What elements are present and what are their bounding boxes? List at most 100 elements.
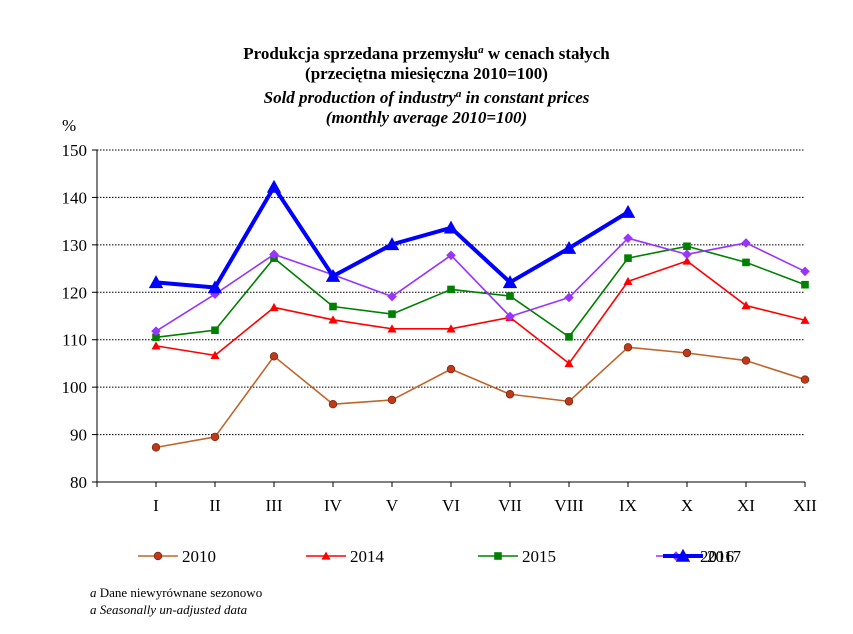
- data-point: [387, 291, 397, 302]
- x-tick-label: VIII: [554, 496, 584, 515]
- series-line-2016: [155, 237, 806, 332]
- title-pl: Produkcja sprzedana przemysłua w cenach …: [243, 44, 610, 63]
- data-point: [151, 326, 161, 336]
- series-2015: [152, 242, 809, 342]
- y-tick-label: 110: [62, 331, 87, 350]
- series-line-2014: [155, 260, 806, 365]
- data-point: [564, 358, 574, 368]
- data-point: [153, 551, 163, 561]
- y-tick-label: 140: [62, 188, 88, 207]
- footnote-pl: a Dane niewyrównane sezonowo: [90, 585, 263, 600]
- data-point: [800, 266, 810, 277]
- x-tick-label: VI: [442, 496, 460, 515]
- title-en: Sold production of industrya in constant…: [263, 88, 590, 107]
- series-2017: [148, 179, 636, 294]
- data-point: [505, 311, 515, 322]
- x-tick-labels: I II III IV V VI VII VIII IX X XI XII: [153, 496, 817, 515]
- legend-label: 2016: [700, 547, 734, 566]
- data-point: [269, 302, 279, 312]
- data-point: [329, 302, 337, 311]
- data-point: [384, 237, 400, 251]
- legend-item-2017: 2017: [663, 547, 742, 566]
- data-point: [447, 285, 455, 294]
- series-2010: [151, 343, 810, 452]
- data-point: [321, 551, 331, 560]
- data-point: [328, 315, 338, 324]
- y-tick-label: 130: [62, 236, 88, 255]
- data-point: [446, 364, 456, 374]
- data-point: [623, 276, 633, 286]
- data-point: [266, 179, 282, 193]
- data-point: [800, 375, 810, 384]
- legend-item-2015: 2015: [478, 547, 556, 566]
- data-point: [565, 333, 573, 341]
- data-point: [207, 280, 223, 294]
- axes: [92, 149, 806, 487]
- x-tick-label: IX: [619, 496, 637, 515]
- x-tick-label: IV: [324, 496, 343, 515]
- x-tick-label: XI: [737, 496, 755, 515]
- data-point: [675, 548, 691, 562]
- legend-label: 2014: [350, 547, 385, 566]
- data-point: [269, 352, 279, 361]
- data-point: [682, 249, 692, 260]
- data-point: [269, 249, 279, 260]
- data-point: [151, 443, 161, 452]
- legend-label: 2015: [522, 547, 556, 566]
- data-point: [741, 301, 751, 310]
- series-group: [148, 179, 810, 452]
- y-tick-label: 100: [62, 378, 88, 397]
- legend-label: 2017: [707, 547, 742, 566]
- legend-item-2014: 2014: [306, 547, 385, 566]
- data-point: [564, 397, 574, 406]
- data-point: [387, 395, 397, 405]
- footnote-en: a Seasonally un-adjusted data: [90, 602, 248, 617]
- x-tick-label: V: [386, 496, 399, 515]
- data-point: [741, 356, 751, 365]
- data-point: [683, 242, 691, 251]
- legend-item-2010: 2010: [138, 547, 216, 566]
- data-point: [623, 233, 633, 244]
- data-point: [742, 258, 750, 267]
- data-point: [211, 326, 219, 335]
- y-tick-label: 120: [62, 283, 88, 302]
- data-point: [210, 289, 220, 299]
- data-point: [210, 350, 220, 360]
- footnotes: a Dane niewyrównane sezonowo a Seasonall…: [90, 584, 262, 618]
- data-point: [506, 292, 514, 300]
- x-tick-label: X: [681, 496, 693, 515]
- x-tick-label: II: [209, 496, 221, 515]
- data-point: [561, 240, 577, 254]
- data-point: [152, 333, 160, 342]
- data-point: [741, 238, 751, 248]
- data-point: [624, 254, 632, 262]
- x-tick-label: III: [266, 496, 283, 515]
- series-line-2015: [155, 245, 806, 339]
- data-point: [446, 250, 456, 261]
- data-point: [387, 324, 397, 333]
- y-tick-labels: 80 90 100 110 120 130 140 150: [62, 141, 88, 492]
- data-point: [446, 324, 456, 333]
- data-point: [502, 275, 518, 289]
- data-point: [151, 341, 161, 350]
- data-point: [564, 292, 574, 303]
- series-2016: [151, 233, 810, 336]
- data-point: [623, 343, 633, 352]
- data-point: [328, 400, 338, 409]
- chart-title-block: Produkcja sprzedana przemysłua w cenach …: [0, 40, 853, 128]
- data-point: [210, 432, 220, 442]
- data-point: [800, 315, 810, 324]
- data-point: [682, 256, 692, 265]
- series-2014: [151, 256, 810, 368]
- data-point: [620, 204, 636, 218]
- y-axis-unit-label: %: [62, 116, 76, 135]
- data-point: [443, 220, 459, 234]
- subtitle-en: (monthly average 2010=100): [325, 108, 528, 127]
- x-tick-label: XII: [793, 496, 817, 515]
- y-tick-label: 80: [70, 473, 87, 492]
- y-tick-label: 90: [70, 426, 87, 445]
- legend-label: 2010: [182, 547, 216, 566]
- data-point: [325, 268, 341, 282]
